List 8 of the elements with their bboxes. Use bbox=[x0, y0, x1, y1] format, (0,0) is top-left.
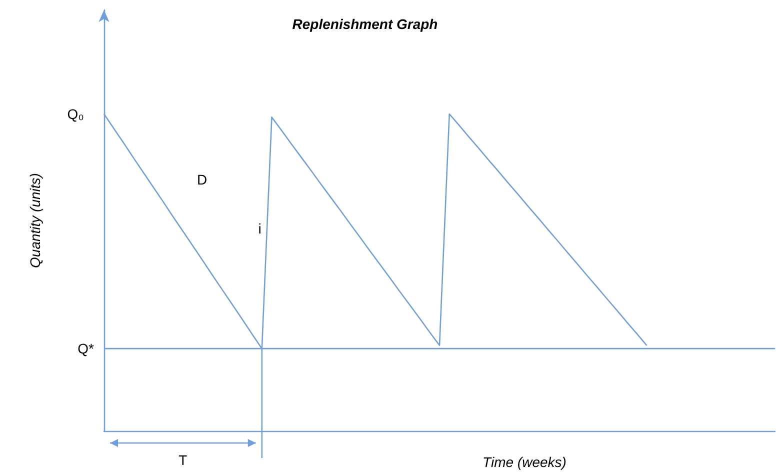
text: Q₀ bbox=[67, 106, 84, 122]
x-axis-title: Time (weeks) bbox=[482, 454, 566, 470]
annotation: i bbox=[258, 220, 262, 236]
chart-title: Replenishment Graph bbox=[292, 16, 438, 32]
annotation: D bbox=[196, 172, 208, 188]
y-axis-title: Quantity (units) bbox=[27, 173, 43, 268]
series-label: Q* bbox=[78, 340, 95, 357]
text: T bbox=[178, 452, 188, 468]
